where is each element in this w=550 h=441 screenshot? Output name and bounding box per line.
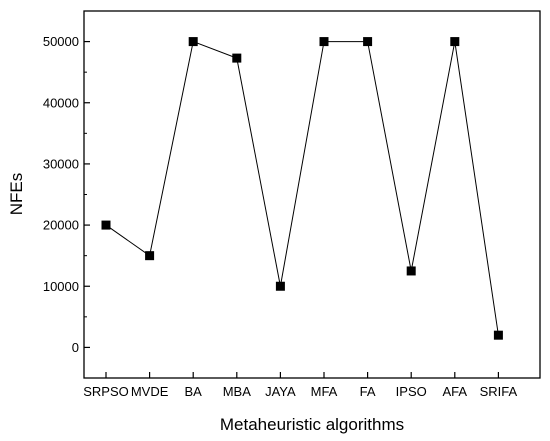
data-point-mvde: [145, 251, 155, 261]
x-tick-label: IPSO: [396, 384, 427, 399]
y-tick-label: 0: [72, 340, 79, 355]
data-point-srpso: [101, 220, 111, 230]
y-tick-label: 40000: [43, 95, 79, 110]
x-axis-ticks: SRPSO MVDE BA MBA JAYA MFA FA IPSO AFA SRIFA: [83, 372, 518, 399]
data-point-fa: [363, 37, 373, 47]
x-tick-label: MVDE: [131, 384, 169, 399]
data-point-srifa: [493, 330, 503, 340]
x-tick-label: FA: [360, 384, 376, 399]
y-axis-ticks: 0 10000 20000 30000 40000 50000: [43, 34, 90, 355]
x-tick-label: MFA: [311, 384, 338, 399]
x-tick-label: SRPSO: [83, 384, 129, 399]
x-tick-label: BA: [185, 384, 203, 399]
y-tick-label: 20000: [43, 218, 79, 233]
y-tick-label: 30000: [43, 156, 79, 171]
x-tick-label: SRIFA: [480, 384, 518, 399]
y-tick-label: 50000: [43, 34, 79, 49]
x-tick-label: MBA: [223, 384, 252, 399]
y-axis-label: NFEs: [7, 173, 26, 216]
x-axis-label: Metaheuristic algorithms: [220, 415, 404, 434]
data-point-afa: [450, 37, 460, 47]
data-point-mba: [232, 53, 242, 63]
x-tick-label: AFA: [443, 384, 468, 399]
y-tick-label: 10000: [43, 279, 79, 294]
x-tick-label: JAYA: [265, 384, 296, 399]
series-layer: [101, 37, 503, 340]
series-line: [105, 40, 499, 336]
data-point-ipso: [406, 266, 416, 276]
data-point-mfa: [319, 37, 329, 47]
plot-frame: [83, 10, 541, 379]
data-point-jaya: [275, 281, 285, 291]
data-point-ba: [188, 37, 198, 47]
